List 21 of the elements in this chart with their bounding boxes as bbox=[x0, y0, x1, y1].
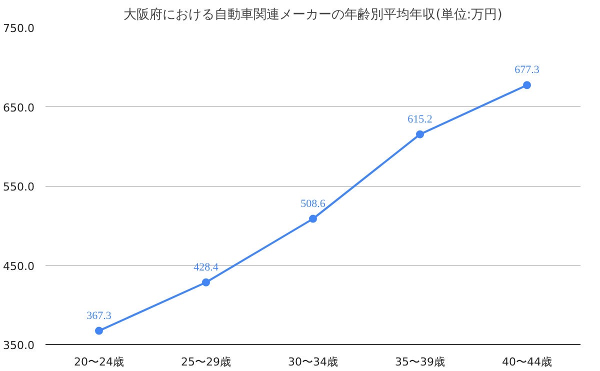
x-tick-label: 40〜44歳 bbox=[502, 356, 552, 368]
data-label: 677.3 bbox=[514, 64, 540, 76]
data-label: 615.2 bbox=[408, 113, 432, 126]
y-tick-label: 450.0 bbox=[3, 260, 35, 273]
y-tick-label: 350.0 bbox=[3, 339, 35, 352]
data-label: 367.3 bbox=[86, 310, 112, 322]
data-label: 428.4 bbox=[194, 261, 219, 274]
x-tick-label: 30〜34歳 bbox=[288, 356, 338, 368]
y-tick-label: 650.0 bbox=[3, 101, 35, 114]
y-tick-label: 750.0 bbox=[3, 22, 35, 35]
point bbox=[202, 278, 210, 286]
data-label: 508.6 bbox=[300, 198, 326, 210]
point bbox=[309, 214, 317, 223]
point bbox=[416, 130, 424, 138]
point bbox=[523, 81, 531, 90]
x-tick-label: 35〜39歳 bbox=[395, 356, 446, 368]
x-tick-label: 25〜29歳 bbox=[181, 356, 232, 368]
chart-title: 大阪府における自動車関連メーカーの年齢別平均年収(単位:万円) bbox=[124, 6, 502, 22]
point bbox=[95, 326, 103, 335]
x-tick-label: 20〜24歳 bbox=[74, 356, 124, 368]
y-tick-label: 550.0 bbox=[3, 180, 35, 194]
